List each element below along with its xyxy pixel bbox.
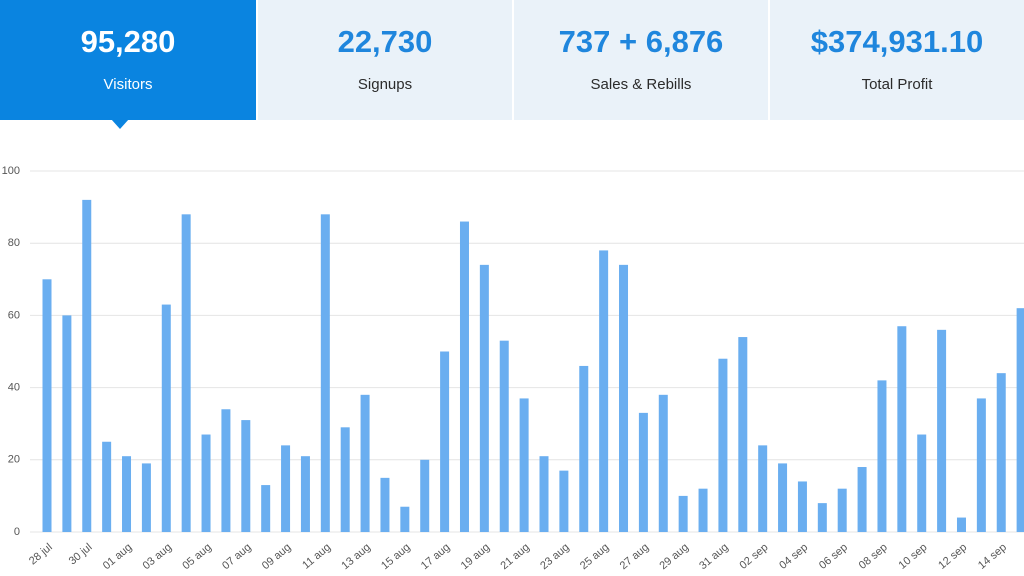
stat-tabs: 95,280 Visitors 22,730 Signups 737 + 6,876… bbox=[0, 0, 1024, 120]
bar bbox=[837, 488, 847, 532]
bar bbox=[996, 373, 1006, 532]
bar bbox=[559, 470, 569, 532]
tab[interactable]: $374,931.10 Total Profit bbox=[768, 0, 1024, 120]
tab-label: Signups bbox=[357, 76, 413, 93]
bar bbox=[678, 495, 688, 532]
tab[interactable]: 95,280 Visitors bbox=[0, 0, 256, 120]
bar bbox=[778, 463, 788, 532]
tab-value: 22,730 bbox=[337, 24, 433, 59]
x-tick-label: 31 aug bbox=[697, 541, 730, 572]
y-tick-label: 20 bbox=[8, 454, 20, 466]
bar bbox=[698, 488, 708, 532]
bar bbox=[658, 394, 668, 532]
tab-value: $374,931.10 bbox=[810, 24, 984, 59]
x-tick-label: 13 aug bbox=[339, 541, 372, 572]
y-tick-label: 100 bbox=[2, 165, 20, 177]
bar bbox=[499, 340, 509, 532]
tab-value: 737 + 6,876 bbox=[558, 24, 724, 59]
bar bbox=[102, 441, 112, 532]
bar bbox=[281, 445, 291, 532]
x-tick-label: 02 sep bbox=[737, 541, 770, 571]
bar bbox=[718, 358, 728, 532]
bar bbox=[320, 214, 330, 532]
tab-label: Visitors bbox=[103, 76, 153, 93]
tab-label: Sales & Rebills bbox=[590, 76, 692, 93]
x-tick-label: 11 aug bbox=[300, 541, 333, 571]
bar bbox=[817, 503, 827, 532]
bar bbox=[877, 380, 887, 532]
x-tick-label: 03 aug bbox=[141, 541, 174, 572]
x-tick-label: 17 aug bbox=[419, 541, 452, 572]
x-tick-label: 15 aug bbox=[379, 541, 412, 572]
bar bbox=[62, 315, 72, 532]
y-tick-label: 60 bbox=[8, 309, 20, 321]
x-tick-label: 21 aug bbox=[498, 541, 531, 572]
tab-label: Total Profit bbox=[861, 76, 933, 93]
bar bbox=[599, 250, 609, 533]
bar bbox=[420, 459, 430, 532]
bar bbox=[579, 365, 589, 532]
x-tick-label: 14 sep bbox=[976, 541, 1009, 571]
bar bbox=[380, 477, 390, 532]
bar bbox=[340, 427, 350, 532]
x-tick-label: 23 aug bbox=[538, 541, 571, 572]
bar bbox=[738, 337, 748, 532]
bar bbox=[300, 456, 310, 532]
bar bbox=[241, 420, 251, 532]
x-tick-label: 04 sep bbox=[777, 541, 810, 571]
tab-value: 95,280 bbox=[80, 24, 176, 59]
bar bbox=[440, 351, 450, 532]
x-tick-label: 05 aug bbox=[180, 541, 213, 572]
bar bbox=[917, 434, 927, 532]
bar bbox=[42, 279, 52, 532]
bar bbox=[638, 412, 648, 532]
x-tick-label: 28 jul bbox=[27, 541, 55, 567]
tab[interactable]: 22,730 Signups bbox=[256, 0, 512, 120]
x-tick-label: 19 aug bbox=[459, 541, 492, 572]
bar bbox=[360, 394, 370, 532]
x-tick-label: 30 jul bbox=[67, 541, 95, 567]
bar bbox=[459, 221, 469, 533]
x-tick-label: 10 sep bbox=[896, 541, 929, 571]
bar bbox=[897, 326, 907, 532]
y-tick-label: 0 bbox=[14, 526, 20, 538]
y-tick-label: 80 bbox=[8, 237, 20, 249]
bar bbox=[797, 481, 807, 532]
x-tick-label: 29 aug bbox=[657, 541, 690, 572]
bar bbox=[161, 304, 171, 532]
bar bbox=[519, 398, 529, 532]
bar bbox=[956, 517, 966, 532]
x-tick-label: 09 aug bbox=[260, 541, 293, 572]
y-tick-label: 40 bbox=[8, 382, 20, 394]
x-tick-label: 06 sep bbox=[817, 541, 850, 571]
bar bbox=[479, 264, 489, 532]
bar bbox=[141, 463, 151, 532]
bar bbox=[201, 434, 211, 532]
bar bbox=[857, 467, 867, 532]
x-tick-label: 12 sep bbox=[936, 541, 969, 571]
tab[interactable]: 737 + 6,876 Sales & Rebills bbox=[512, 0, 768, 120]
bar bbox=[758, 445, 768, 532]
x-tick-label: 01 aug bbox=[101, 541, 134, 572]
x-tick-label: 07 aug bbox=[220, 541, 253, 572]
bar bbox=[82, 199, 92, 532]
x-tick-label: 27 aug bbox=[618, 541, 651, 572]
x-tick-label: 08 sep bbox=[857, 541, 890, 571]
x-tick-label: 25 aug bbox=[578, 541, 611, 572]
bar bbox=[976, 398, 986, 532]
active-caret bbox=[111, 119, 129, 129]
bar bbox=[619, 264, 629, 532]
bar bbox=[181, 214, 191, 532]
bar bbox=[539, 456, 549, 532]
bar bbox=[1016, 308, 1024, 532]
bar bbox=[261, 485, 271, 532]
bar bbox=[122, 456, 132, 532]
bar bbox=[937, 329, 947, 532]
bar bbox=[400, 506, 410, 532]
bar bbox=[221, 409, 231, 532]
